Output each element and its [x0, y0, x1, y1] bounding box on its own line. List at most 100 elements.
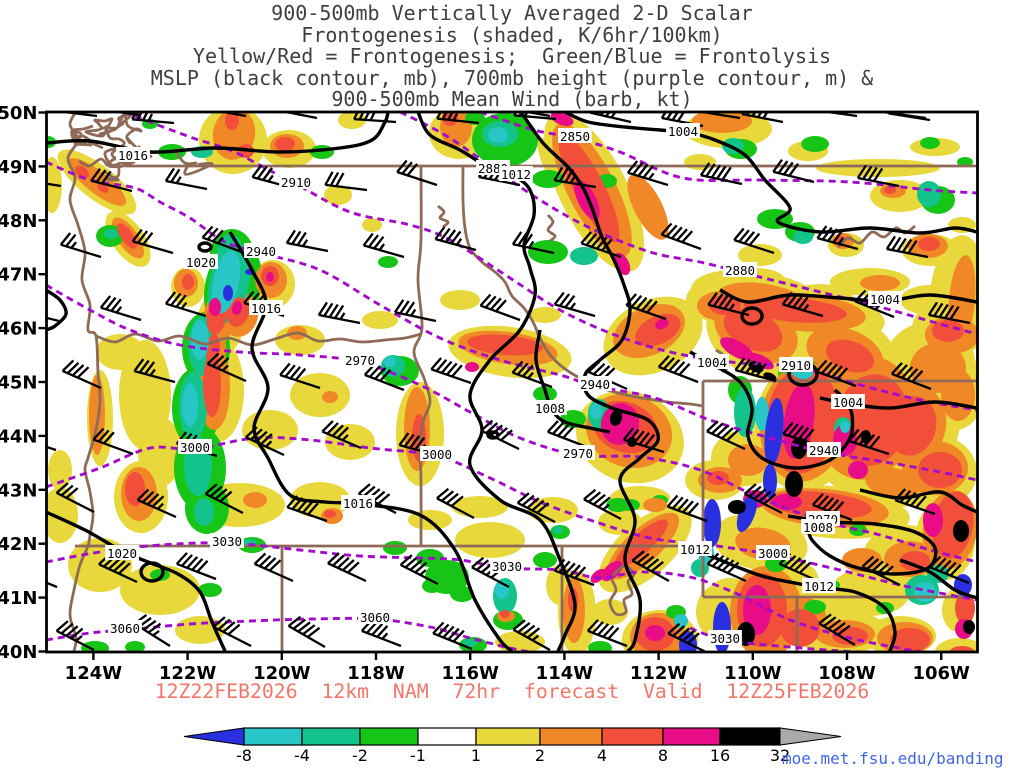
wind-barb [887, 112, 931, 122]
wind-barb [286, 495, 328, 523]
colorbar-tick-label: 1 [471, 746, 481, 765]
lon-label: 116W [441, 663, 499, 684]
lon-label: 112W [630, 663, 688, 684]
lat-label: 46N [0, 319, 38, 340]
wind-barb [772, 159, 815, 184]
wind-barb [707, 292, 750, 317]
wind-barb [131, 228, 174, 255]
wind-barb [133, 358, 176, 384]
wind-barb [625, 293, 667, 321]
wind-barb [251, 164, 294, 190]
wind-barb [848, 428, 890, 456]
contour-label: 1004 [668, 124, 698, 139]
wind-barb [743, 483, 783, 515]
contour-label: 1012 [804, 579, 834, 594]
height-contour [46, 616, 538, 652]
wind-barb [279, 362, 321, 390]
contour-label: 2910 [781, 358, 811, 373]
colorbar-tick-label: -2 [352, 746, 368, 765]
wind-barb [698, 112, 741, 120]
contour-label: 1004 [870, 292, 900, 307]
wind-barb [782, 421, 824, 449]
wind-barb [436, 487, 475, 520]
wind-barb [816, 225, 859, 251]
wind-barb [660, 222, 702, 251]
wind-barb [136, 488, 177, 519]
colorbar-tick-label: 2 [535, 746, 545, 765]
wind-barb [201, 225, 243, 254]
contour-label: 1004 [697, 355, 727, 370]
wind-barb [553, 558, 595, 587]
lat-label: 43N [0, 480, 38, 501]
colorbar-segment [662, 727, 721, 746]
mslp-closed-low [139, 561, 165, 583]
wind-barb [706, 552, 747, 583]
lon-label: 118W [347, 663, 405, 684]
wind-barb [818, 613, 856, 646]
wind-barb [164, 291, 207, 318]
contour-label: 2940 [580, 377, 610, 392]
lat-label: 42N [0, 534, 38, 555]
lon-label: 110W [724, 663, 782, 684]
wind-barb [861, 555, 901, 587]
wind-barb [734, 357, 777, 383]
contour-label: 1016 [251, 301, 281, 316]
lat-label: 41N [0, 588, 38, 609]
wind-barb [733, 227, 775, 255]
colorbar: -8 -4 -2 -1 1 2 4 8 16 32 [183, 727, 842, 765]
height-contour [46, 283, 978, 564]
colorbar-segment [601, 727, 664, 746]
colorbar-segment [539, 727, 603, 746]
contour-label: 2940 [246, 244, 276, 259]
title-line-4: MSLP (black contour, mb), 700mb height (… [150, 65, 874, 90]
lon-label: 120W [253, 663, 311, 684]
map-layers: 2850288029102940288029102940294029702970… [46, 112, 978, 652]
mslp-contour [859, 488, 978, 514]
contour-label: 3060 [360, 610, 390, 625]
contour-label: 2910 [281, 175, 311, 190]
wind-barb [890, 362, 932, 391]
wind-barb [430, 357, 472, 385]
wind-barb [657, 355, 699, 384]
mslp-contour [519, 112, 660, 652]
mslp-contour [899, 558, 978, 600]
wind-barb [815, 359, 857, 388]
height-contour [689, 626, 952, 652]
wind-barb [280, 112, 318, 120]
wind-barb [553, 166, 597, 189]
contour-label: 2940 [809, 443, 839, 458]
wind-barb [357, 483, 397, 515]
wind-barb [580, 231, 622, 259]
border-puget_sound_3 [78, 146, 127, 169]
colorbar-segment [475, 727, 541, 746]
wind-barb [434, 226, 477, 252]
wind-barb [927, 301, 971, 325]
border-puget_sound_6 [70, 124, 94, 147]
wind-barb [929, 555, 970, 585]
colorbar-segment [243, 727, 303, 746]
wind-barb [511, 360, 553, 389]
contour-label: 1004 [833, 395, 863, 410]
contour-label: 1012 [501, 167, 531, 182]
border-lake_pend_oreille [437, 204, 450, 229]
wind-barb [583, 488, 622, 521]
wind-barb [175, 552, 217, 581]
colorbar-left-arrow [183, 727, 245, 746]
wind-barb [546, 420, 588, 449]
colorbar-tick-label: -1 [410, 746, 426, 765]
wind-barb [398, 432, 441, 458]
contour-label: 1012 [680, 542, 710, 557]
contour-label: 3000 [758, 546, 788, 561]
colorbar-tick-label: 8 [658, 746, 668, 765]
contour-label: 2850 [560, 129, 590, 144]
wind-barb [667, 622, 707, 652]
chart-title-block: 900-500mb Vertically Averaged 2-D Scalar… [0, 2, 1024, 111]
wind-barb [399, 554, 439, 586]
title-line-2: Frontogenesis (shaded, K/6hr/100km) [301, 22, 723, 47]
colorbar-segment [359, 727, 419, 746]
wind-barb [631, 550, 670, 583]
lat-label: 50N [0, 103, 38, 124]
colorbar-segment [719, 727, 781, 746]
border-puget_sound_8 [174, 148, 214, 176]
forecast-caption: 12Z22FEB2026 12km NAM 72hr forecast Vali… [154, 680, 870, 703]
